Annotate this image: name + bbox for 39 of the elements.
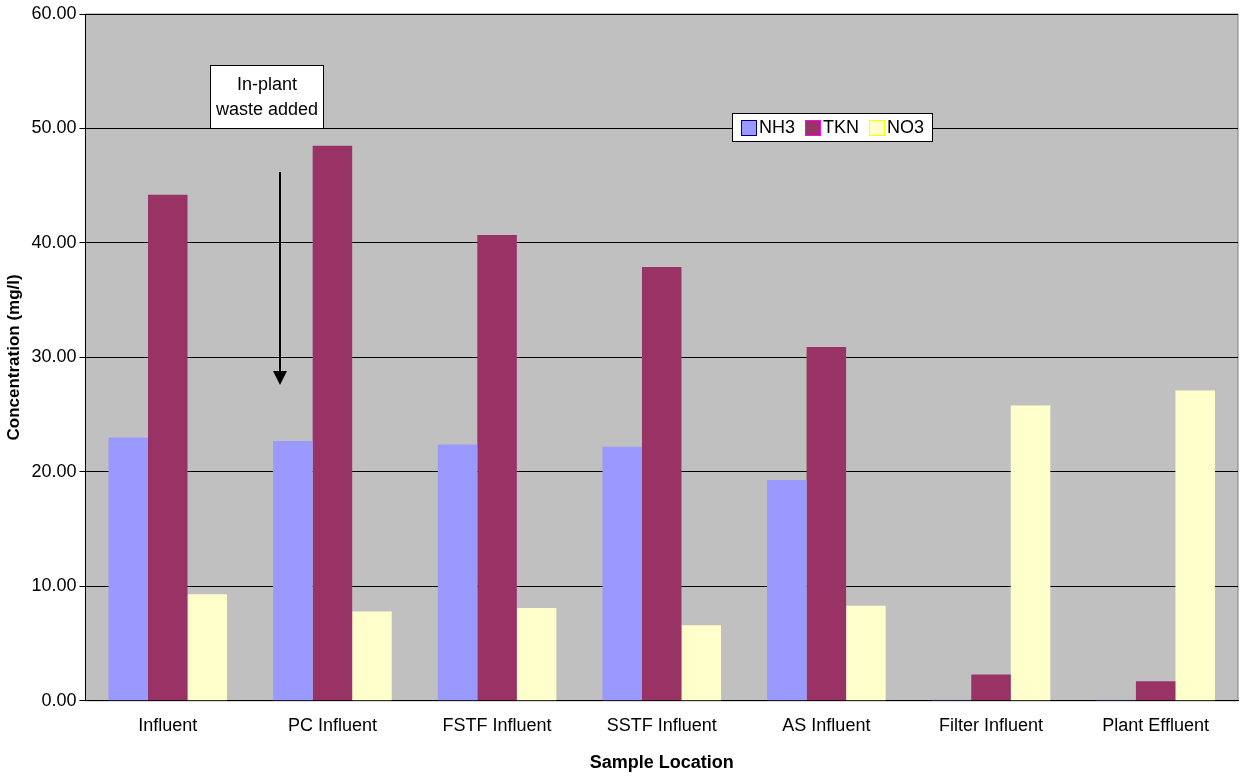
y-tick-label: 20.00 xyxy=(31,460,77,481)
bar xyxy=(681,625,721,701)
legend-label: NO3 xyxy=(887,117,925,138)
bar xyxy=(516,608,557,701)
x-tick-label: Influent xyxy=(138,714,198,735)
legend-label: NH3 xyxy=(759,117,796,138)
y-axis-title: Concentration (mg/l) xyxy=(3,274,23,441)
bar xyxy=(352,611,392,701)
x-tick-label: FSTF Influent xyxy=(442,714,552,735)
bar xyxy=(187,594,228,701)
callout-box: In-plant waste added xyxy=(210,65,324,129)
y-tick-label: 30.00 xyxy=(31,346,77,367)
bar xyxy=(108,437,149,701)
x-tick-label: Plant Effluent xyxy=(1102,714,1210,735)
x-axis-title: Sample Location xyxy=(589,752,734,773)
bar xyxy=(312,145,353,701)
y-tick-label: 0.00 xyxy=(41,689,77,710)
y-tick-label: 50.00 xyxy=(31,117,77,138)
bar xyxy=(846,605,886,701)
x-tick-label: Filter Influent xyxy=(939,714,1044,735)
y-tick-label: 10.00 xyxy=(31,575,77,596)
bar xyxy=(602,446,642,701)
x-tick-label: PC Influent xyxy=(287,714,377,735)
legend-label: TKN xyxy=(823,117,860,138)
x-tick-label: SSTF Influent xyxy=(606,714,717,735)
bar xyxy=(767,479,807,701)
bar xyxy=(437,444,478,701)
x-tick-label: AS Influent xyxy=(782,714,871,735)
bar xyxy=(1175,390,1215,701)
bar xyxy=(273,440,313,701)
bar xyxy=(971,674,1011,701)
bar xyxy=(148,194,188,701)
y-tick-label: 40.00 xyxy=(31,231,77,252)
bar xyxy=(806,347,847,701)
bar xyxy=(477,234,517,701)
bar xyxy=(641,266,682,701)
bar xyxy=(1010,405,1051,701)
y-tick-label: 60.00 xyxy=(31,2,77,23)
bar xyxy=(1135,681,1176,701)
